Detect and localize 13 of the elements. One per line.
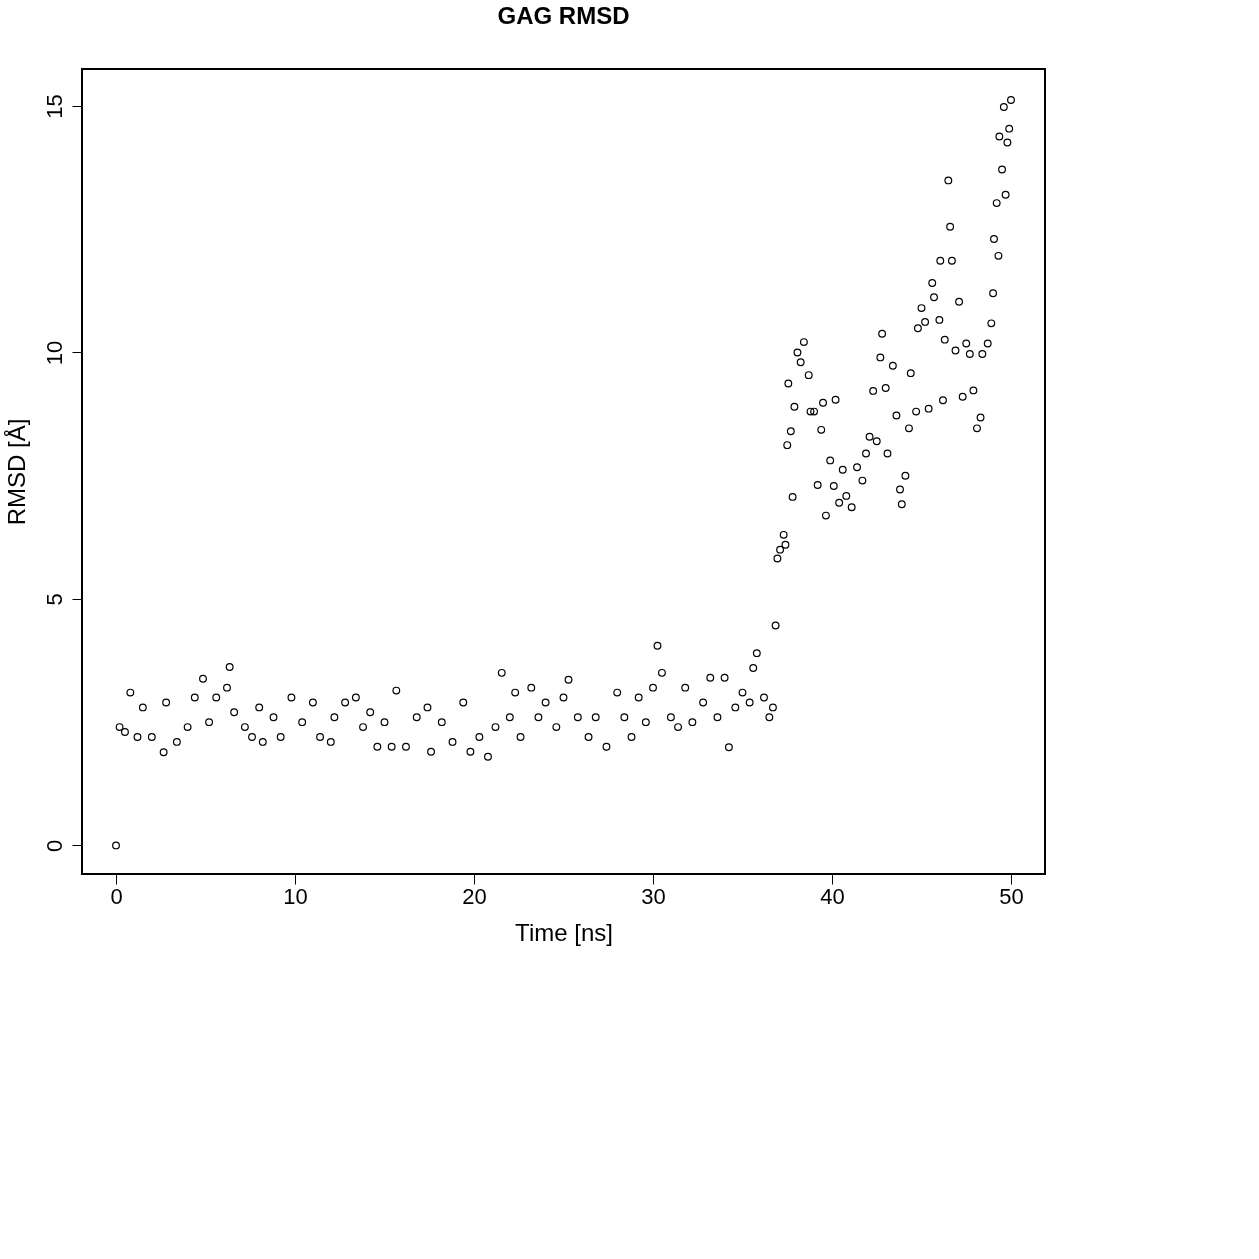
x-tick-label: 50 xyxy=(999,883,1024,909)
x-tick-label: 40 xyxy=(820,883,845,909)
x-tick-label: 0 xyxy=(110,883,123,909)
y-tick-label: 5 xyxy=(41,593,67,606)
x-axis-title: Time [ns] xyxy=(515,918,613,946)
x-tick-label: 10 xyxy=(283,883,308,909)
x-tick-label: 20 xyxy=(462,883,487,909)
x-tick-label: 30 xyxy=(641,883,666,909)
y-tick-label: 15 xyxy=(41,94,67,119)
y-axis-title: RMSD [Å] xyxy=(2,418,30,526)
chart-title: GAG RMSD xyxy=(497,2,630,29)
y-tick-label: 10 xyxy=(41,340,67,366)
y-tick-label: 0 xyxy=(41,839,67,853)
